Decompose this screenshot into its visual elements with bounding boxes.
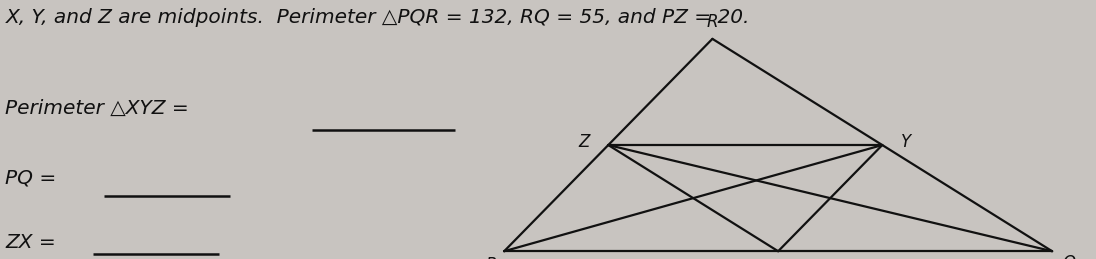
Text: PQ =: PQ = <box>5 168 57 187</box>
Text: ZX =: ZX = <box>5 233 56 252</box>
Text: R: R <box>707 13 718 31</box>
Text: Z: Z <box>579 133 590 152</box>
Text: Y: Y <box>901 133 912 152</box>
Text: Q: Q <box>1062 254 1075 259</box>
Text: X, Y, and Z are midpoints.  Perimeter △PQR = 132, RQ = 55, and PZ = 20.: X, Y, and Z are midpoints. Perimeter △PQ… <box>5 8 750 27</box>
Text: P: P <box>486 256 496 259</box>
Text: Perimeter △XYZ =: Perimeter △XYZ = <box>5 98 190 117</box>
